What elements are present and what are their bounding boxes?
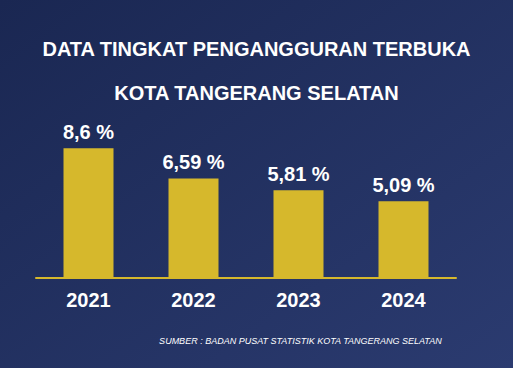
svg-text:2021: 2021 (66, 289, 111, 311)
svg-text:5,09 %: 5,09 % (372, 174, 434, 196)
svg-text:5,81 %: 5,81 % (267, 163, 329, 185)
svg-text:2023: 2023 (276, 289, 321, 311)
svg-text:6,59 %: 6,59 % (162, 151, 224, 173)
svg-text:DATA TINGKAT PENGANGGURAN TERB: DATA TINGKAT PENGANGGURAN TERBUKA (42, 38, 470, 60)
svg-text:2022: 2022 (171, 289, 216, 311)
svg-text:KOTA TANGERANG SELATAN: KOTA TANGERANG SELATAN (114, 82, 398, 104)
svg-text:8,6 %: 8,6 % (63, 121, 114, 143)
svg-text:SUMBER : BADAN PUSAT STATISTIK: SUMBER : BADAN PUSAT STATISTIK KOTA TANG… (159, 336, 442, 346)
svg-text:2024: 2024 (381, 289, 426, 311)
